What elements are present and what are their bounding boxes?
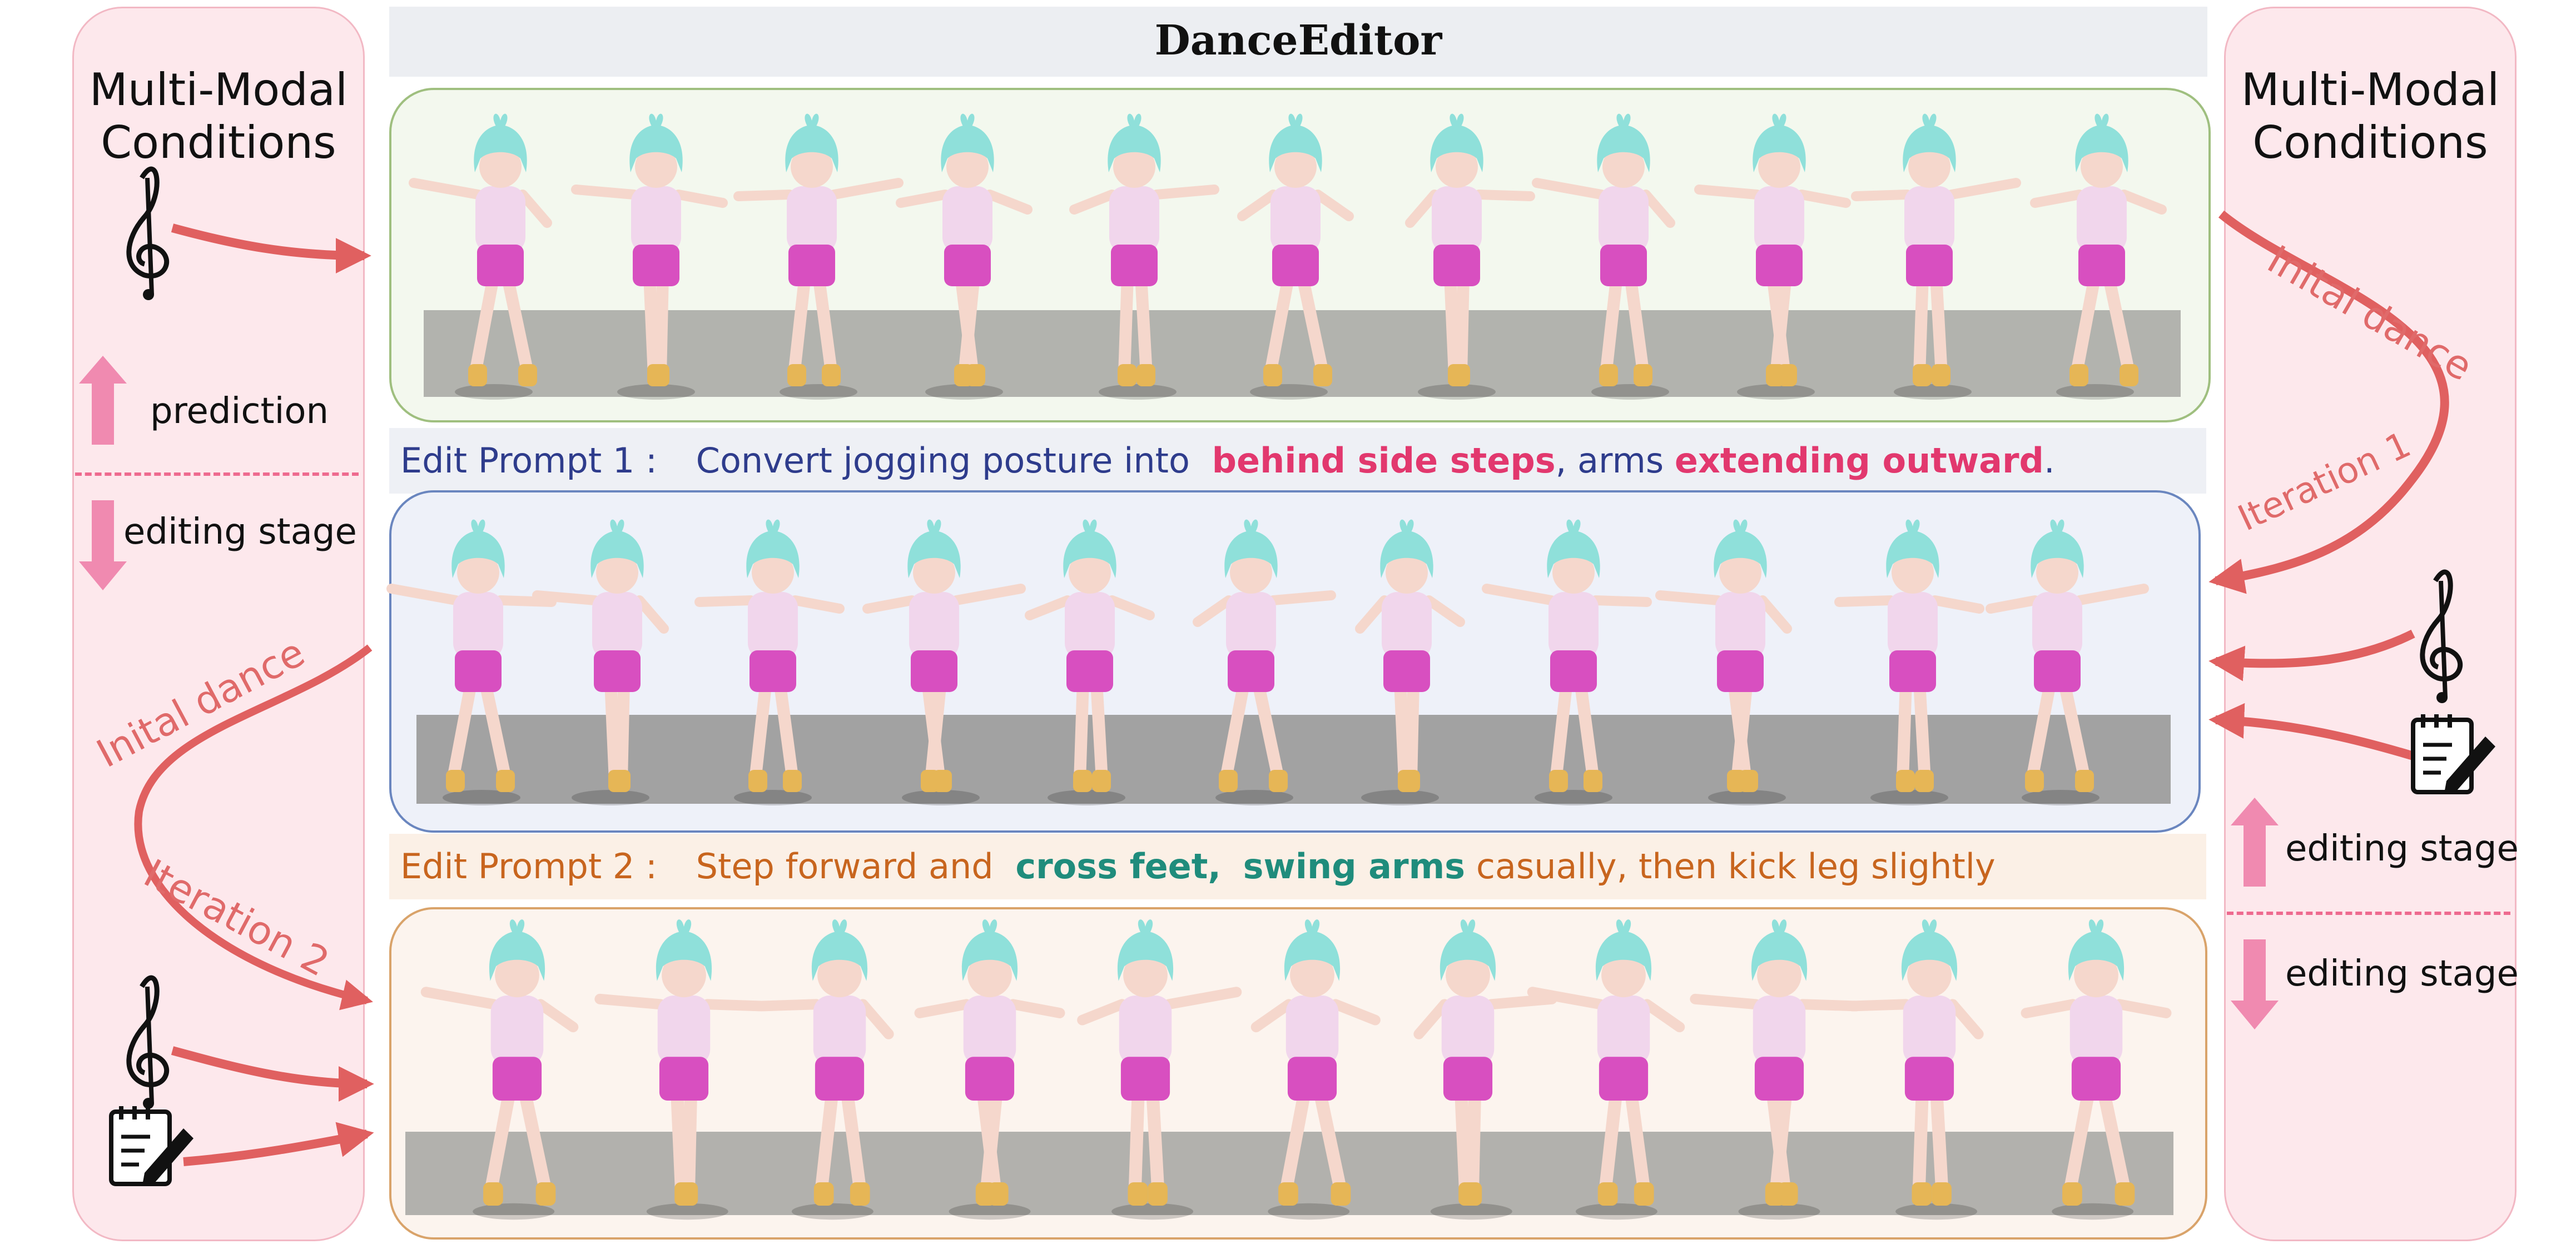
edit-to-panel3-arrow [183, 1122, 374, 1166]
edit-to-panel2-arrow [2208, 703, 2415, 760]
iteration-1-arrow [2208, 210, 2449, 594]
dancer-figure [1482, 519, 1652, 805]
dancer-figure [1025, 519, 1155, 805]
arrow-up-icon [2231, 798, 2279, 887]
prompt1-text-3: . [2043, 440, 2055, 481]
dancer-figure [1851, 113, 2021, 400]
treble-clef-icon [2420, 569, 2463, 703]
dancer-figure [1077, 919, 1242, 1220]
prompt1-text-1: Convert jogging posture into [696, 440, 1190, 481]
dancer-figure [1690, 919, 1862, 1220]
dancer-figure [1527, 919, 1685, 1220]
right-panel-title-line2: Conditions [2252, 117, 2488, 168]
prompt2-highlight-2: swing arms [1243, 846, 1466, 887]
right-conditions-panel: Multi-Modal Conditions [2224, 7, 2517, 1241]
dancer-figure [1405, 113, 1535, 400]
dancer-figure [694, 519, 845, 805]
dancer-figure [571, 113, 728, 400]
dancer-figure [1355, 519, 1465, 805]
arrow-down-icon [2231, 939, 2279, 1029]
dancer-figure [914, 919, 1065, 1220]
clef-to-panel2-arrow [2208, 629, 2415, 681]
treble-clef-icon [126, 975, 170, 1109]
dancer-figure [1250, 919, 1381, 1220]
dancer-figure [2021, 919, 2172, 1220]
right-panel-title-line1: Multi-Modal [2241, 64, 2500, 116]
dancer-figure [1069, 113, 1219, 400]
edit-prompt-2: Edit Prompt 2 : Step forward and cross f… [389, 834, 2206, 899]
dancer-figure [1655, 519, 1792, 805]
title-bar: DanceEditor [389, 7, 2207, 77]
dancer-figure [594, 919, 767, 1220]
dancer-figure [532, 519, 669, 805]
dancer-figure [386, 519, 557, 805]
arrow-down-icon [79, 500, 127, 590]
dancer-figure [1237, 113, 1354, 400]
left-editing-stage-label: editing stage [123, 511, 357, 553]
left-panel-title-line1: Multi-Modal [89, 64, 348, 116]
prompt1-text-2: , arms [1555, 440, 1664, 481]
floor [424, 310, 2181, 397]
right-editing-stage-up-label: editing stage [2285, 828, 2519, 869]
edit-note-icon [2411, 714, 2495, 794]
right-divider [2227, 912, 2510, 915]
dancer-figure [1834, 519, 1984, 805]
treble-clef-icon [126, 166, 170, 300]
clef-to-panel1-arrow [171, 223, 371, 273]
dancer-figure [896, 113, 1033, 400]
right-editing-stage-down-label: editing stage [2285, 953, 2519, 994]
dancer-figure [1532, 113, 1675, 400]
prompt2-highlight-1: cross feet, [1015, 846, 1221, 887]
prompt2-prefix: Edit Prompt 2 : [400, 846, 657, 887]
left-panel-title-line2: Conditions [101, 117, 336, 168]
edit-prompt-1: Edit Prompt 1 : Convert jogging posture … [389, 428, 2206, 494]
dancer-figure [1694, 113, 1851, 400]
arrow-up-icon [79, 356, 127, 445]
prompt2-text-2: casually, then kick leg slightly [1476, 846, 1996, 887]
left-conditions-panel: Multi-Modal Conditions [72, 7, 365, 1241]
dancer-figure [420, 919, 579, 1220]
prompt1-highlight-2: extending outward [1674, 440, 2044, 481]
edit-note-icon [109, 1106, 193, 1186]
dancer-figure [733, 113, 904, 400]
dancer-figure [409, 113, 552, 400]
iteration-2-arrow [134, 644, 373, 1011]
floor [416, 715, 2171, 804]
dancer-figure [1986, 519, 2149, 805]
dancer-figure [1193, 519, 1336, 805]
clef-to-panel3-arrow [171, 1046, 374, 1102]
dancer-figure [2030, 113, 2167, 400]
dancer-figure [1847, 919, 1984, 1220]
left-divider [75, 472, 359, 476]
prompt1-prefix: Edit Prompt 1 : [400, 440, 657, 481]
dancer-figure [862, 519, 1026, 805]
diagram-title: DanceEditor [1154, 17, 1442, 64]
prediction-label: prediction [150, 391, 329, 432]
prompt1-highlight-1: behind side steps [1212, 440, 1556, 481]
dancer-figure [757, 919, 894, 1220]
prompt2-text-1: Step forward and [696, 846, 994, 887]
dancer-figure [1413, 919, 1557, 1220]
